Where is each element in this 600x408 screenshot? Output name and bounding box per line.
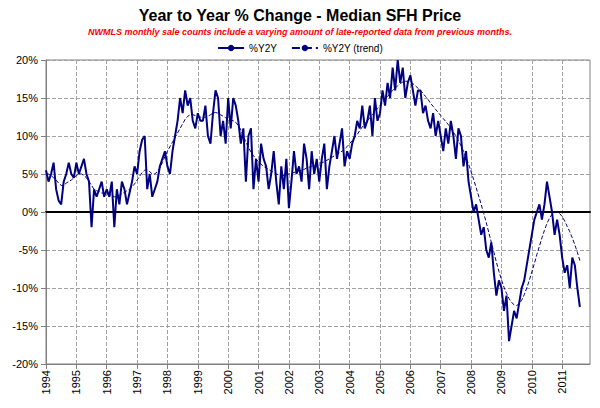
svg-text:%Y2Y (trend): %Y2Y (trend)	[323, 43, 383, 54]
svg-text:0%: 0%	[22, 206, 38, 218]
svg-text:-10%: -10%	[12, 282, 38, 294]
svg-text:1994: 1994	[40, 370, 52, 394]
svg-text:2010: 2010	[526, 370, 538, 394]
svg-text:2000: 2000	[222, 370, 234, 394]
svg-text:%Y2Y: %Y2Y	[249, 43, 277, 54]
svg-text:2004: 2004	[344, 370, 356, 394]
svg-text:1996: 1996	[101, 370, 113, 394]
svg-text:NWMLS monthly sale counts incl: NWMLS monthly sale counts include a vary…	[88, 27, 512, 37]
svg-text:2005: 2005	[374, 370, 386, 394]
svg-text:1998: 1998	[161, 370, 173, 394]
svg-text:2006: 2006	[404, 370, 416, 394]
svg-text:2011: 2011	[556, 370, 568, 394]
svg-text:10%: 10%	[16, 130, 38, 142]
svg-text:Year to Year % Change - Median: Year to Year % Change - Median SFH Price	[139, 7, 462, 24]
svg-text:2009: 2009	[495, 370, 507, 394]
svg-text:2002: 2002	[283, 370, 295, 394]
svg-text:2008: 2008	[465, 370, 477, 394]
svg-text:-5%: -5%	[18, 244, 38, 256]
svg-text:2001: 2001	[253, 370, 265, 394]
svg-text:1995: 1995	[70, 370, 82, 394]
svg-text:2007: 2007	[435, 370, 447, 394]
svg-text:15%: 15%	[16, 92, 38, 104]
svg-text:-20%: -20%	[12, 358, 38, 370]
svg-text:20%: 20%	[16, 54, 38, 66]
svg-text:-15%: -15%	[12, 320, 38, 332]
svg-text:2003: 2003	[313, 370, 325, 394]
svg-text:1999: 1999	[192, 370, 204, 394]
svg-text:5%: 5%	[22, 168, 38, 180]
svg-text:1997: 1997	[131, 370, 143, 394]
